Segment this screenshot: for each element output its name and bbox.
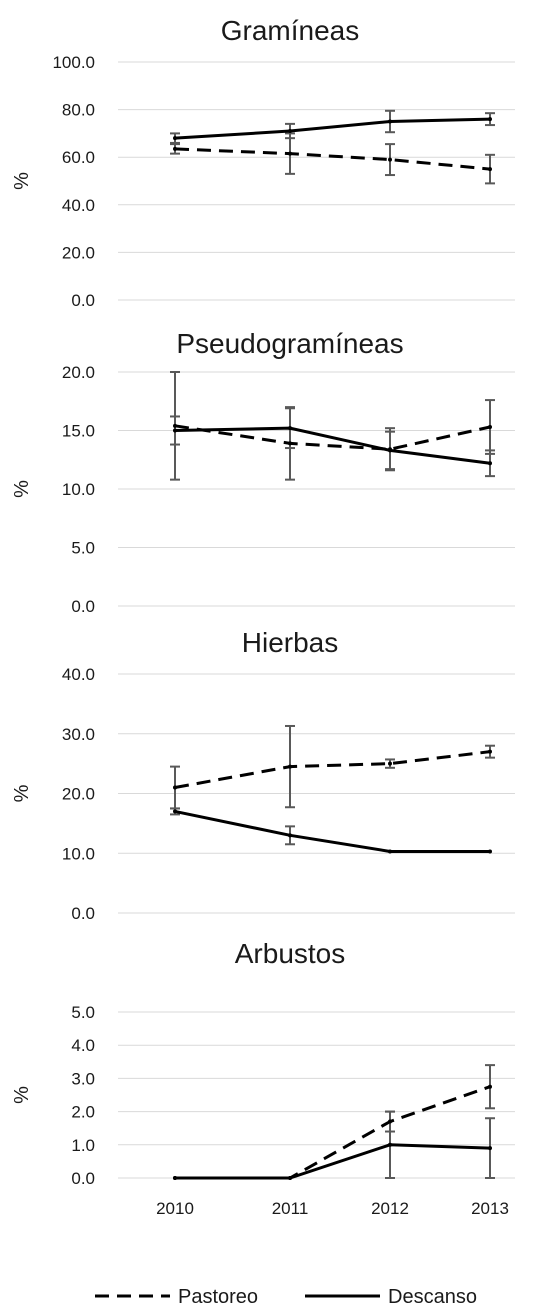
data-point (288, 764, 292, 769)
x-axis: 2010 2011 2012 2013 (156, 1199, 509, 1218)
y-tick-label: 5.0 (71, 539, 95, 558)
y-tick-label: 0.0 (71, 597, 95, 616)
panel-3: Hierbas 0.0 10.0 20.0 30.0 40.0% (11, 627, 515, 923)
data-point (488, 1146, 492, 1151)
y-axis-label: % (11, 480, 33, 498)
data-point (388, 849, 392, 854)
y-tick-label: 60.0 (62, 148, 95, 167)
series-line-descanso (174, 809, 490, 853)
panel-2: Pseudogramíneas 0.0 5.0 10.0 15.0 20.0% (11, 328, 515, 616)
y-tick-label: 4.0 (71, 1036, 95, 1055)
y-tick-label: 0.0 (71, 291, 95, 310)
y-tick-label: 40.0 (62, 665, 95, 684)
data-point (388, 119, 392, 124)
data-point (288, 129, 292, 134)
y-tick-label: 20.0 (62, 363, 95, 382)
x-tick-label: 2010 (156, 1199, 194, 1218)
panel-1: Gramíneas 0.0 20.0 40.0 60.0 80.0 100.0% (11, 15, 515, 310)
data-point (488, 167, 492, 172)
legend-label: Pastoreo (178, 1286, 258, 1308)
y-tick-label: 15.0 (62, 422, 95, 441)
data-point (288, 151, 292, 156)
y-axis-label: % (11, 784, 33, 802)
y-axis-label: % (11, 172, 33, 190)
panel-title: Arbustos (235, 938, 346, 969)
data-point (288, 833, 292, 838)
y-tick-label: 5.0 (71, 1003, 95, 1022)
y-axis-label: % (11, 1086, 33, 1104)
data-point (173, 809, 177, 814)
data-point (173, 423, 177, 428)
data-point (173, 146, 177, 151)
series-line-descanso (174, 426, 491, 465)
y-tick-label: 20.0 (62, 243, 95, 262)
y-tick-label: 1.0 (71, 1136, 95, 1155)
data-point (288, 441, 292, 446)
panel-title: Hierbas (242, 627, 338, 658)
y-tick-label: 10.0 (62, 480, 95, 499)
y-tick-label: 2.0 (71, 1103, 95, 1122)
y-tick-label: 100.0 (52, 53, 95, 72)
x-tick-label: 2012 (371, 1199, 409, 1218)
data-point (388, 157, 392, 162)
data-point (488, 117, 492, 122)
data-point (173, 136, 177, 141)
y-tick-label: 0.0 (71, 1169, 95, 1188)
y-tick-label: 10.0 (62, 844, 95, 863)
x-tick-label: 2013 (471, 1199, 509, 1218)
legend: Pastoreo Descanso (95, 1286, 477, 1308)
panel-title: Gramíneas (221, 15, 360, 46)
legend-label: Descanso (388, 1286, 477, 1308)
x-tick-label: 2011 (272, 1199, 309, 1218)
y-tick-label: 3.0 (71, 1069, 95, 1088)
data-point (488, 461, 492, 466)
data-point (288, 426, 292, 431)
y-tick-label: 80.0 (62, 101, 95, 120)
data-point (388, 761, 392, 766)
data-point (488, 849, 492, 854)
y-tick-label: 30.0 (62, 725, 95, 744)
y-tick-label: 0.0 (71, 904, 95, 923)
data-point (388, 1119, 392, 1124)
data-point (173, 428, 177, 433)
y-tick-label: 40.0 (62, 196, 95, 215)
series-line-pastoreo (174, 424, 491, 451)
data-point (173, 785, 177, 790)
data-point (488, 749, 492, 754)
panel-title: Pseudogramíneas (176, 328, 403, 359)
series-line-pastoreo (174, 147, 491, 171)
series-line-descanso (175, 1143, 491, 1180)
data-point (288, 1176, 292, 1180)
series-line-pastoreo (174, 750, 491, 790)
y-tick-label: 20.0 (62, 785, 95, 804)
series-line-descanso (174, 117, 491, 140)
data-point (488, 424, 492, 429)
data-point (488, 1084, 492, 1089)
panel-4: Arbustos 0.0 1.0 2.0 3.0 4.0 5.0% (11, 938, 515, 1188)
data-point (388, 1142, 392, 1147)
data-point (173, 1176, 177, 1180)
data-point (388, 448, 392, 453)
